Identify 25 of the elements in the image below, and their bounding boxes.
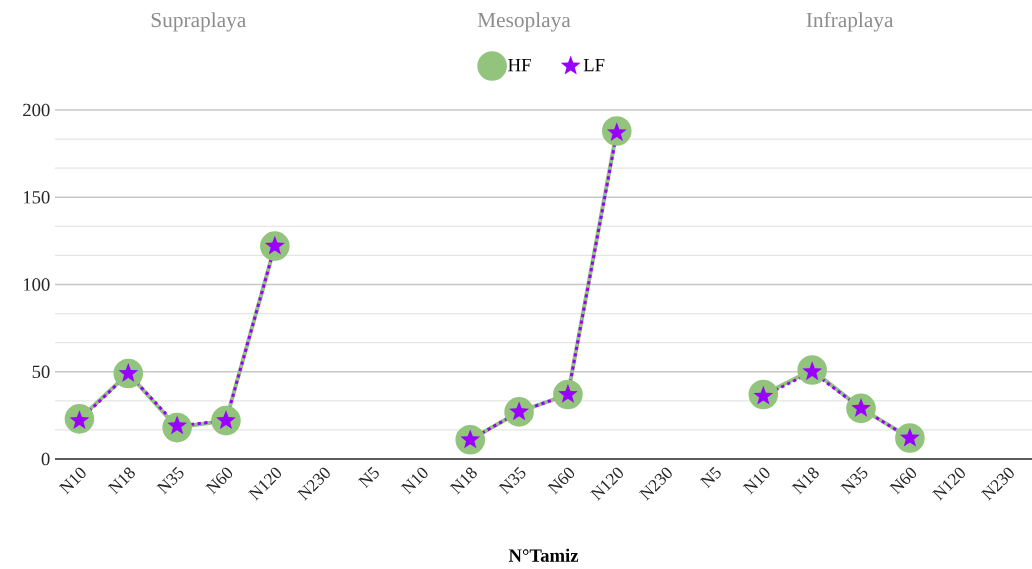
legend-label: LF — [583, 58, 605, 72]
y-tick-label: 0 — [41, 452, 50, 466]
x-tick-label: N18 — [107, 467, 135, 495]
x-tick-label: N10 — [58, 467, 86, 495]
x-tick-label: N35 — [156, 466, 184, 495]
x-tick-label: N5 — [357, 466, 379, 489]
x-tick-label: N60 — [205, 467, 233, 495]
y-tick-label: 150 — [23, 190, 50, 204]
x-tick-label: N35 — [498, 466, 526, 495]
y-tick-label: 100 — [23, 278, 50, 291]
x-tick-label: N5 — [699, 466, 721, 489]
x-tick-label: N10 — [742, 467, 770, 495]
x-tick-label: N18 — [791, 467, 819, 495]
x-tick-label: N60 — [547, 467, 575, 495]
x-tick-label: N18 — [449, 467, 477, 495]
text: Mesoplaya — [477, 12, 571, 32]
y-tick-label: 200 — [23, 103, 50, 117]
legend-label: HF — [508, 58, 531, 72]
x-axis-title: N°Tamiz — [508, 548, 579, 562]
text: Infraplaya — [806, 11, 894, 32]
text: Supraplaya — [151, 12, 246, 32]
x-tick-label: N35 — [840, 466, 868, 495]
y-tick-label: 50 — [32, 365, 50, 379]
x-tick-label: N10 — [400, 467, 428, 495]
x-tick-label: N60 — [889, 467, 917, 495]
